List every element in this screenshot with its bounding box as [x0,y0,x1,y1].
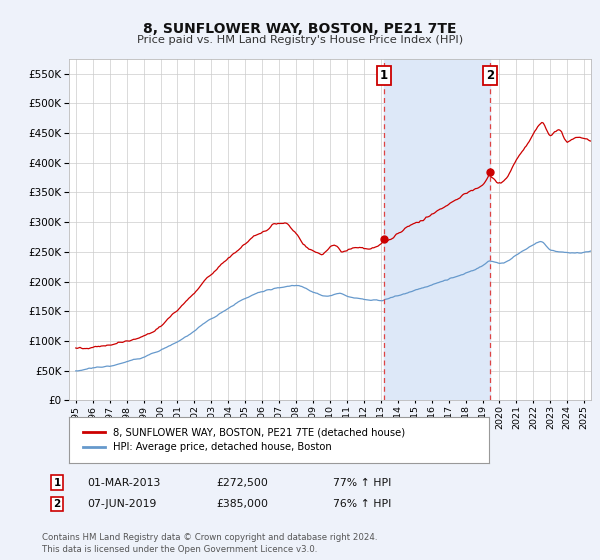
Text: £272,500: £272,500 [216,478,268,488]
Legend: 8, SUNFLOWER WAY, BOSTON, PE21 7TE (detached house), HPI: Average price, detache: 8, SUNFLOWER WAY, BOSTON, PE21 7TE (deta… [78,423,410,458]
Text: 2: 2 [53,499,61,509]
Text: 07-JUN-2019: 07-JUN-2019 [87,499,157,509]
Text: 76% ↑ HPI: 76% ↑ HPI [333,499,391,509]
Text: 77% ↑ HPI: 77% ↑ HPI [333,478,391,488]
Text: Contains HM Land Registry data © Crown copyright and database right 2024.
This d: Contains HM Land Registry data © Crown c… [42,533,377,554]
Text: £385,000: £385,000 [216,499,268,509]
Text: 01-MAR-2013: 01-MAR-2013 [87,478,160,488]
Bar [384,59,490,400]
Text: 1: 1 [53,478,61,488]
Text: 2: 2 [486,69,494,82]
Text: Price paid vs. HM Land Registry's House Price Index (HPI): Price paid vs. HM Land Registry's House … [137,35,463,45]
Text: 1: 1 [380,69,388,82]
Text: 8, SUNFLOWER WAY, BOSTON, PE21 7TE: 8, SUNFLOWER WAY, BOSTON, PE21 7TE [143,22,457,36]
